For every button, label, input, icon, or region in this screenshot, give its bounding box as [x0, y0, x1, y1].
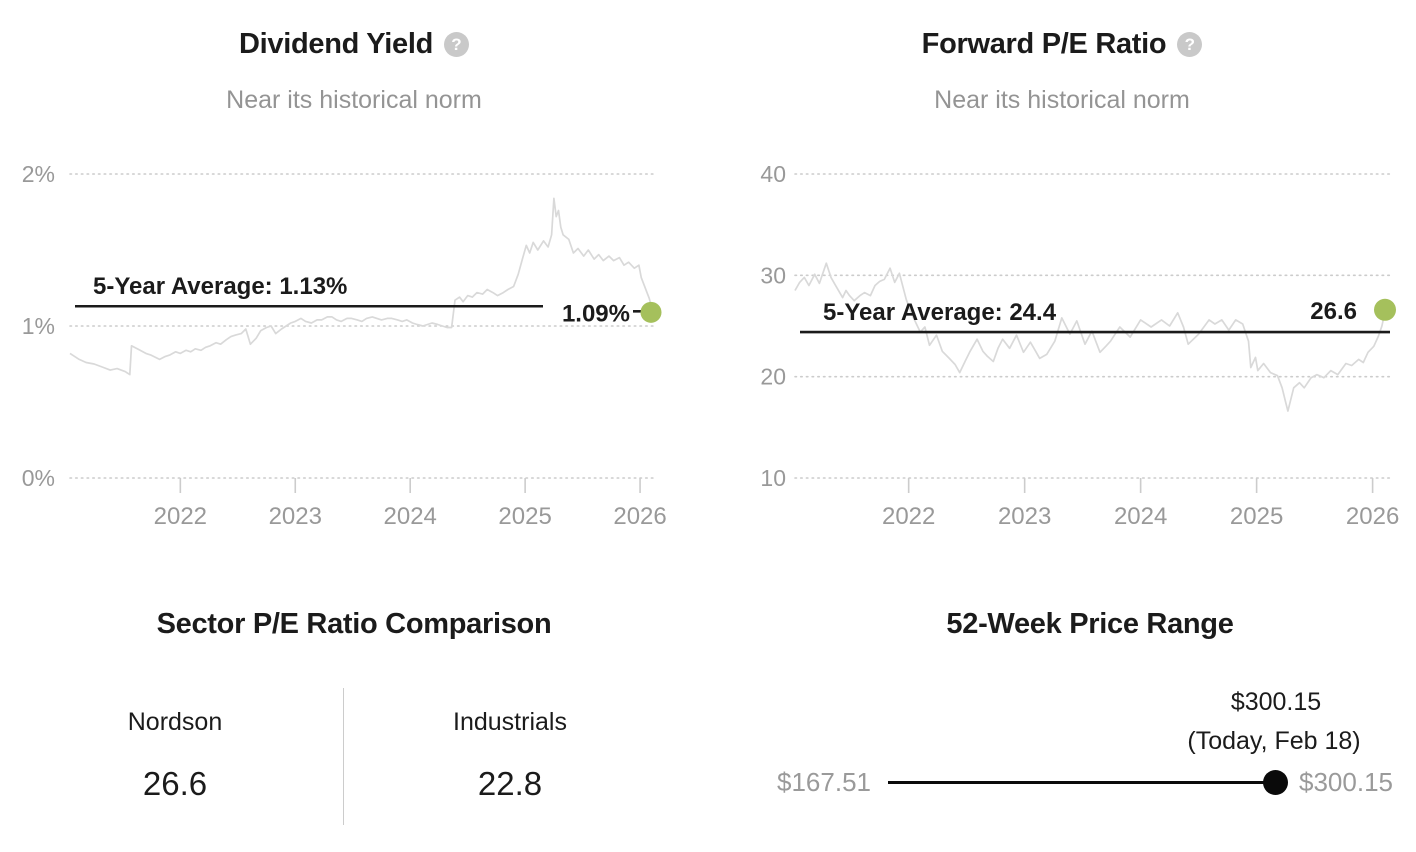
current-price-dot: [1263, 770, 1288, 795]
y-axis-tick-label: 1%: [22, 313, 55, 339]
history-line: [794, 262, 1387, 412]
dividend-yield-title: Dividend Yield: [238, 28, 433, 60]
current-value-dot: [640, 301, 662, 323]
x-axis-tick-label: 2024: [1114, 503, 1167, 530]
comparison-label: Nordson: [127, 708, 223, 736]
sector-pe-comparison-body: Nordson 26.6 Industrials 22.8: [0, 708, 708, 828]
y-axis-tick-label: 20: [760, 364, 786, 390]
x-axis-tick-label: 2022: [882, 503, 935, 530]
forward-pe-header: Forward P/E Ratio ?: [708, 28, 1416, 61]
column-divider: [343, 688, 344, 825]
price-range-title: 52-Week Price Range: [946, 608, 1234, 640]
sector-pe-comparison-title: Sector P/E Ratio Comparison: [156, 608, 552, 640]
dividend-yield-header: Dividend Yield ?: [0, 28, 708, 61]
x-axis-tick-label: 2022: [154, 503, 207, 530]
x-axis-tick-label: 2026: [613, 503, 666, 530]
dividend-yield-subtitle: Near its historical norm: [226, 86, 482, 114]
forward-pe-subtitle: Near its historical norm: [934, 86, 1190, 114]
y-axis-tick-label: 10: [760, 465, 786, 491]
history-line: [69, 197, 656, 376]
range-high-label: $300.15: [1299, 767, 1393, 797]
sector-pe-comparison-panel: Sector P/E Ratio Comparison Nordson 26.6…: [0, 560, 708, 852]
current-price-label: $300.15: [1230, 688, 1322, 716]
y-axis-tick-label: 30: [760, 262, 786, 288]
forward-pe-chart: 10 20 30 40 2022 2023 2024 2025 2026 5-Year Avera…: [760, 161, 1399, 530]
x-axis-tick-label: 2024: [384, 503, 437, 530]
y-axis-tick-label: 40: [760, 161, 786, 187]
dividend-yield-chart: 0% 1% 2% 2022 2023 2024 2025 2026 5-Year Average…: [22, 161, 667, 530]
current-value-dot: [1374, 298, 1396, 321]
help-icon[interactable]: ?: [1177, 32, 1203, 57]
comparison-label: Industrials: [453, 708, 567, 736]
y-axis-tick-label: 0%: [22, 465, 55, 491]
range-low-label: $167.51: [777, 767, 871, 797]
y-axis-tick-label: 2%: [22, 161, 55, 187]
x-axis-tick-label: 2026: [1346, 503, 1399, 530]
range-track: [888, 781, 1276, 784]
forward-pe-panel: Forward P/E Ratio ? Near its historical …: [708, 0, 1416, 560]
current-value-label: 26.6: [1310, 298, 1357, 325]
x-axis-tick-label: 2025: [498, 503, 551, 530]
price-range-panel: 52-Week Price Range $300.15 (Today, Feb …: [708, 560, 1416, 852]
forward-pe-title: Forward P/E Ratio: [921, 28, 1167, 60]
help-icon[interactable]: ?: [444, 32, 469, 57]
comparison-value: 26.6: [142, 765, 208, 802]
average-label: 5-Year Average: 24.4: [823, 299, 1057, 326]
current-price-date: (Today, Feb 18): [1187, 727, 1361, 755]
x-axis-tick-label: 2023: [998, 503, 1051, 530]
comparison-value: 22.8: [477, 765, 543, 802]
x-axis-tick-label: 2023: [269, 503, 322, 530]
average-label: 5-Year Average: 1.13%: [93, 273, 347, 300]
x-axis-tick-label: 2025: [1230, 503, 1283, 530]
current-value-label: 1.09%: [562, 300, 630, 327]
dividend-yield-panel: Dividend Yield ? Near its historical nor…: [0, 0, 708, 560]
